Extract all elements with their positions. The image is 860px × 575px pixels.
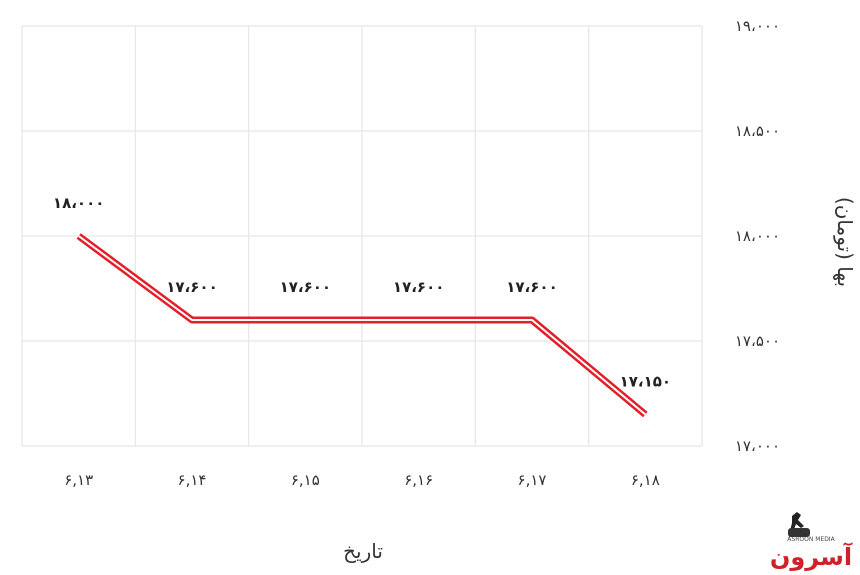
y-axis-ticks: ۱۷،۰۰۰ ۱۷،۵۰۰ ۱۸،۰۰۰ ۱۸،۵۰۰ ۱۹،۰۰۰: [735, 17, 780, 455]
x-tick-label: ۶,۱۶: [404, 471, 433, 489]
y-tick-label: ۱۸،۰۰۰: [735, 227, 780, 245]
data-label: ۱۷،۶۰۰: [280, 278, 331, 296]
data-label: ۱۷،۱۵۰: [620, 373, 671, 391]
y-tick-label: ۱۷،۵۰۰: [735, 332, 780, 350]
watermark-subtext: ASROON MEDIA: [787, 536, 835, 543]
y-tick-label: ۱۷،۰۰۰: [735, 437, 780, 455]
data-label: ۱۸،۰۰۰: [53, 194, 104, 212]
cauldron-icon: [788, 528, 810, 537]
x-tick-label: ۶,۱۷: [518, 471, 547, 489]
y-tick-label: ۱۸،۵۰۰: [735, 122, 780, 140]
data-label: ۱۷،۶۰۰: [506, 278, 557, 296]
x-tick-label: ۶,۱۳: [64, 471, 93, 489]
x-axis-ticks: ۶,۱۳ ۶,۱۴ ۶,۱۵ ۶,۱۶ ۶,۱۷ ۶,۱۸: [64, 471, 660, 489]
data-labels: ۱۸،۰۰۰ ۱۷،۶۰۰ ۱۷،۶۰۰ ۱۷،۶۰۰ ۱۷،۶۰۰ ۱۷،۱۵۰: [53, 194, 671, 391]
y-tick-label: ۱۹،۰۰۰: [735, 17, 780, 35]
data-label: ۱۷،۶۰۰: [166, 278, 217, 296]
x-tick-label: ۶,۱۸: [631, 471, 660, 489]
x-tick-label: ۶,۱۵: [291, 471, 320, 489]
series-line-inner: [78, 235, 646, 416]
series-line: [76, 233, 648, 418]
data-label: ۱۷،۶۰۰: [393, 278, 444, 296]
x-tick-label: ۶,۱۴: [178, 471, 207, 489]
x-axis-title: تاریخ: [343, 539, 383, 563]
watermark-text: آسرون: [770, 542, 853, 571]
figure-icon: [790, 512, 804, 532]
y-axis-title: بها (تومان): [833, 197, 857, 287]
watermark-logo: [788, 512, 810, 537]
chart-grid: [21, 25, 703, 447]
